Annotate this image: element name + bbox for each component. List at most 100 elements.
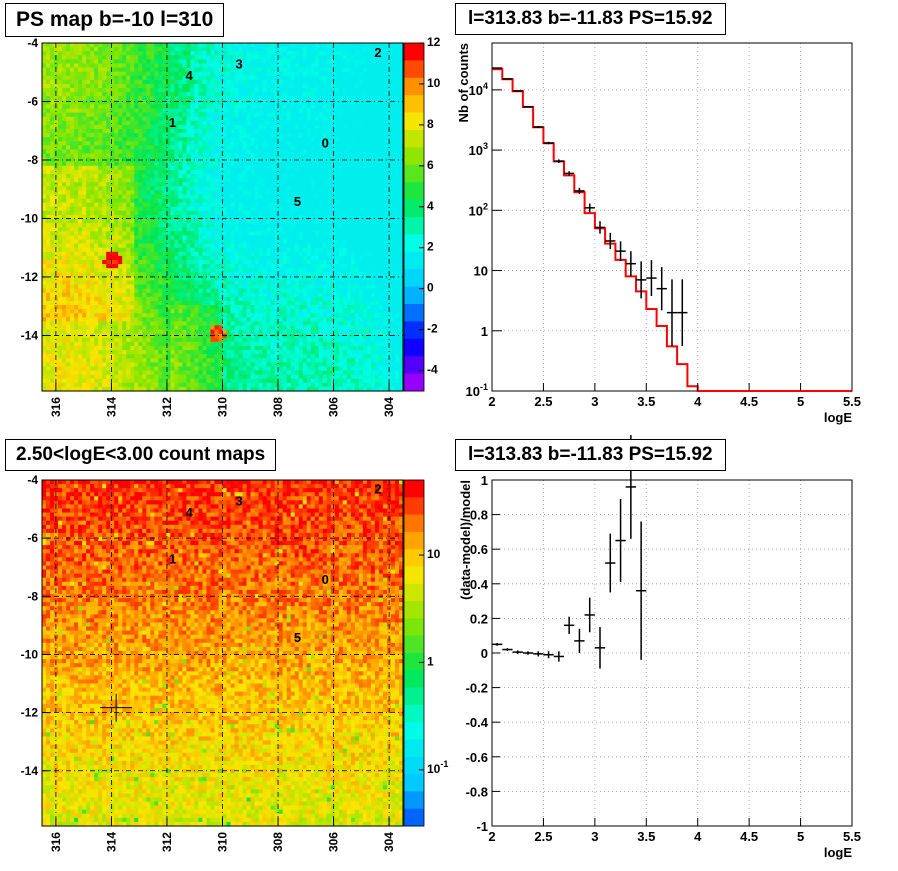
heatmap-cell bbox=[354, 255, 360, 261]
heatmap-cell bbox=[162, 71, 167, 77]
heatmap-cell bbox=[294, 92, 300, 97]
heatmap-cell bbox=[202, 153, 208, 159]
heatmap-cell bbox=[106, 251, 111, 257]
heatmap-cell bbox=[170, 145, 175, 151]
heatmap-cell bbox=[258, 174, 264, 179]
heatmap-cell bbox=[174, 55, 179, 60]
heatmap-cell bbox=[150, 47, 155, 52]
heatmap-cell bbox=[154, 133, 159, 138]
heatmap-cell bbox=[174, 178, 179, 183]
heatmap-cell bbox=[78, 108, 83, 114]
heatmap-cell bbox=[382, 165, 388, 171]
heatmap-cell bbox=[290, 165, 296, 171]
heatmap-cell bbox=[382, 259, 388, 265]
heatmap-cell bbox=[358, 219, 364, 224]
heatmap-cell bbox=[222, 141, 228, 146]
heatmap-cell bbox=[230, 137, 236, 142]
heatmap-cell bbox=[162, 227, 167, 232]
heatmap-cell bbox=[346, 157, 352, 163]
heatmap-cell bbox=[174, 100, 179, 106]
heatmap-cell bbox=[358, 202, 364, 208]
heatmap-cell bbox=[382, 198, 388, 204]
heatmap-cell bbox=[78, 133, 83, 138]
heatmap-cell bbox=[358, 67, 364, 73]
heatmap-cell bbox=[214, 186, 220, 191]
heatmap-cell bbox=[134, 239, 139, 245]
heatmap-cell bbox=[322, 223, 328, 228]
heatmap-cell bbox=[242, 178, 248, 183]
heatmap-cell bbox=[230, 182, 236, 187]
heatmap-cell bbox=[110, 47, 115, 52]
heatmap-cell bbox=[98, 59, 103, 65]
heatmap-cell bbox=[330, 51, 336, 56]
heatmap-cell bbox=[98, 51, 103, 56]
heatmap-cell bbox=[70, 112, 75, 118]
heatmap-cell bbox=[134, 104, 139, 110]
heatmap-cell bbox=[130, 83, 135, 89]
heatmap-cell bbox=[98, 108, 103, 114]
heatmap-cell bbox=[322, 198, 328, 204]
heatmap-cell bbox=[254, 202, 260, 208]
heatmap-cell bbox=[294, 108, 300, 114]
heatmap-cell bbox=[270, 259, 276, 265]
heatmap-cell bbox=[246, 71, 252, 77]
heatmap-cell bbox=[190, 59, 196, 65]
heatmap-cell bbox=[262, 219, 268, 224]
heatmap-cell bbox=[366, 79, 372, 85]
heatmap-cell bbox=[298, 247, 304, 253]
heatmap-cell bbox=[254, 104, 260, 110]
heatmap-cell bbox=[206, 178, 212, 183]
heatmap-cell bbox=[154, 190, 159, 196]
heatmap-cell bbox=[286, 153, 292, 159]
heatmap-cell bbox=[274, 247, 280, 253]
heatmap-cell bbox=[66, 71, 71, 77]
heatmap-cell bbox=[250, 112, 256, 118]
heatmap-cell bbox=[262, 198, 268, 204]
heatmap-cell bbox=[342, 259, 348, 265]
heatmap-cell bbox=[102, 124, 107, 130]
heatmap-cell bbox=[262, 133, 268, 138]
heatmap-cell bbox=[366, 55, 372, 60]
heatmap-cell bbox=[46, 214, 51, 220]
heatmap-cell bbox=[354, 174, 360, 179]
heatmap-cell bbox=[154, 67, 159, 73]
heatmap-cell bbox=[250, 100, 256, 106]
heatmap-cell bbox=[202, 243, 208, 249]
heatmap-cell bbox=[330, 182, 336, 187]
heatmap-cell bbox=[90, 153, 95, 159]
heatmap-cell bbox=[58, 120, 63, 126]
heatmap-cell bbox=[286, 198, 292, 204]
heatmap-cell bbox=[246, 259, 252, 265]
heatmap-cell bbox=[322, 259, 328, 265]
heatmap-cell bbox=[270, 178, 276, 183]
heatmap-cell bbox=[194, 63, 200, 69]
heatmap-cell bbox=[190, 141, 196, 146]
heatmap-cell bbox=[190, 186, 196, 191]
heatmap-cell bbox=[358, 83, 364, 89]
heatmap-cell bbox=[250, 137, 256, 142]
heatmap-cell bbox=[98, 219, 103, 224]
heatmap-cell bbox=[266, 51, 272, 56]
heatmap-cell bbox=[102, 223, 107, 228]
heatmap-cell bbox=[314, 178, 320, 183]
heatmap-cell bbox=[314, 198, 320, 204]
heatmap-cell bbox=[54, 194, 59, 200]
heatmap-cell bbox=[66, 51, 71, 56]
heatmap-cell bbox=[162, 190, 167, 196]
heatmap-cell bbox=[154, 149, 159, 155]
heatmap-cell bbox=[198, 92, 204, 97]
heatmap-cell bbox=[394, 88, 400, 93]
heatmap-cell bbox=[398, 133, 404, 138]
heatmap-cell bbox=[154, 157, 159, 163]
heatmap-cell bbox=[166, 243, 171, 249]
heatmap-cell bbox=[362, 141, 368, 146]
heatmap-cell bbox=[74, 104, 79, 110]
heatmap-cell bbox=[214, 141, 220, 146]
heatmap-cell bbox=[266, 55, 272, 60]
heatmap-cell bbox=[82, 210, 87, 216]
heatmap-cell bbox=[218, 214, 224, 220]
heatmap-cell bbox=[106, 153, 111, 159]
heatmap-cell bbox=[238, 104, 244, 110]
heatmap-cell bbox=[286, 235, 292, 241]
heatmap-cell bbox=[378, 239, 384, 245]
